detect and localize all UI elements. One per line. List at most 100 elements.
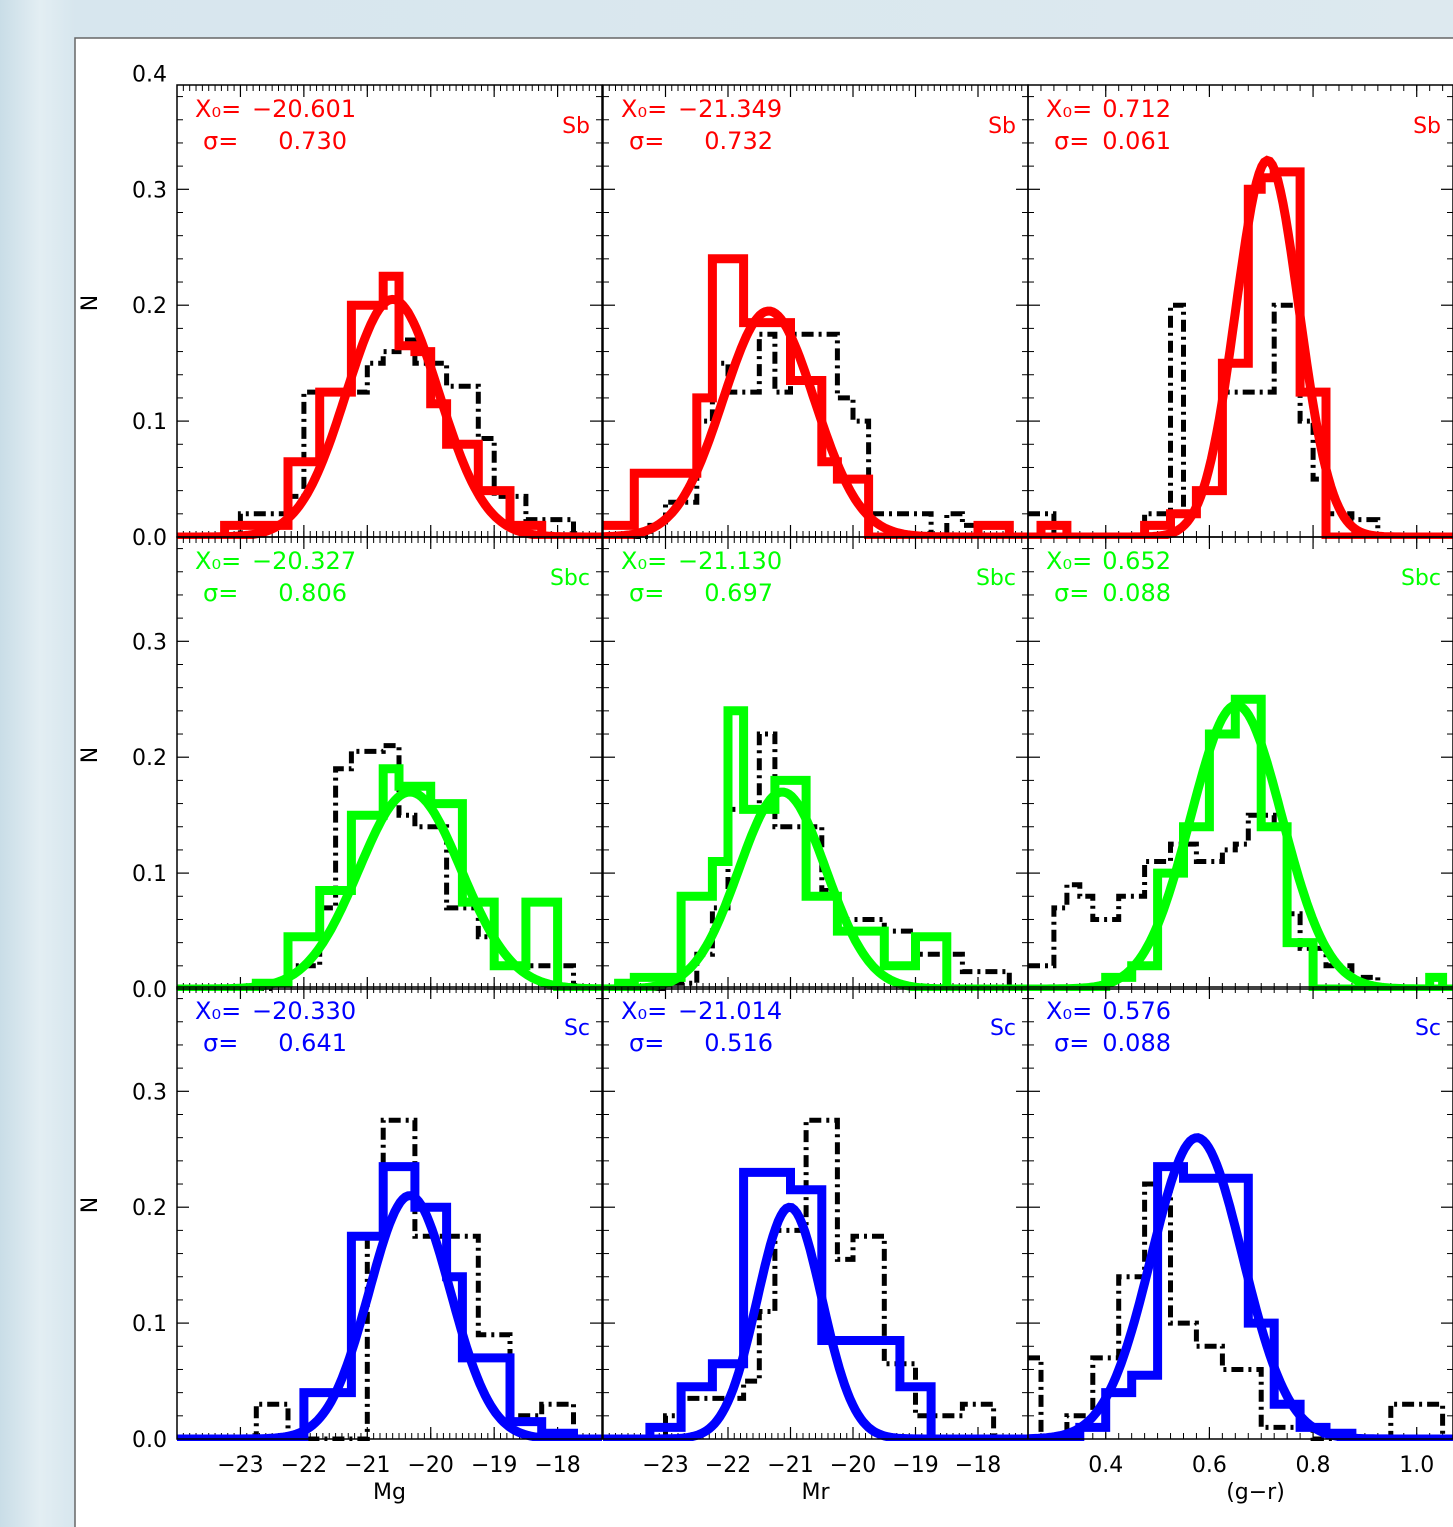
sigma-value: 0.516 — [704, 1029, 773, 1057]
x0-label: X₀= — [621, 997, 667, 1025]
panel-sbc-gr: X₀= 0.652 σ= 0.088 Sbc — [1027, 536, 1453, 991]
comparison-histogram — [1028, 812, 1453, 991]
panel-frame — [1027, 536, 1453, 990]
sigma-value: 0.806 — [278, 579, 347, 607]
sigma-label: σ= — [203, 579, 238, 607]
x0-label: X₀= — [195, 547, 241, 575]
sample-histogram — [177, 271, 590, 539]
type-label: Sb — [562, 114, 590, 139]
axis-labels: 0.0 0.1 0.2 0.3 0.4 N 0.0 0.1 0.2 0.3 N 0.0 0.1 0.2 0.… — [78, 62, 1434, 1505]
sigma-value: 0.732 — [704, 127, 773, 155]
x0-label: X₀= — [195, 95, 241, 123]
sigma-label: σ= — [1054, 579, 1089, 607]
fit-annotation: X₀= −21.349 σ= 0.732 — [621, 95, 782, 155]
sigma-value: 0.641 — [278, 1029, 347, 1057]
plot-area — [177, 271, 602, 539]
fit-annotation: X₀= 0.652 σ= 0.088 — [1046, 547, 1171, 607]
sigma-label: σ= — [629, 127, 664, 155]
comparison-histogram — [603, 331, 1025, 539]
fit-annotation: X₀= −21.014 σ= 0.516 — [621, 997, 782, 1057]
panel-sc-mg: X₀= −20.330 σ= 0.641 Sc — [176, 986, 603, 1441]
panel-frame — [176, 536, 603, 990]
fit-annotation: X₀= −21.130 σ= 0.697 — [621, 547, 782, 607]
type-label: Sb — [988, 114, 1016, 139]
x0-label: X₀= — [195, 997, 241, 1025]
type-label: Sc — [1415, 1016, 1441, 1041]
panel-frame — [1027, 986, 1453, 1440]
x-tick-label: 0.4 — [1088, 1453, 1123, 1478]
sigma-value: 0.730 — [278, 127, 347, 155]
y-tick-label: 0.2 — [132, 294, 167, 319]
x-tick-label: −21 — [767, 1453, 813, 1478]
x-tick-label: −21 — [344, 1453, 390, 1478]
y-tick-label: 0.2 — [132, 1196, 167, 1221]
y-axis-label: N — [78, 747, 103, 763]
y-axis-label: N — [78, 295, 103, 311]
panel-sb-mg: X₀= −20.601 σ= 0.730 Sb — [176, 84, 603, 539]
fit-annotation: X₀= 0.712 σ= 0.061 — [1046, 95, 1171, 155]
x0-value: −21.130 — [678, 547, 782, 575]
fit-annotation: X₀= 0.576 σ= 0.088 — [1046, 997, 1171, 1057]
sigma-value: 0.088 — [1102, 579, 1171, 607]
type-label: Sb — [1413, 114, 1441, 139]
y-tick-label: 0.0 — [132, 1428, 167, 1453]
sigma-value: 0.088 — [1102, 1029, 1171, 1057]
x-tick-label: −22 — [705, 1453, 751, 1478]
comparison-histogram — [177, 1117, 590, 1441]
gaussian-fit-curve — [177, 294, 602, 539]
comparison-histogram — [177, 337, 590, 539]
fit-annotation: X₀= −20.330 σ= 0.641 — [195, 997, 356, 1057]
x-tick-label: −20 — [830, 1453, 876, 1478]
type-label: Sbc — [550, 566, 590, 591]
sigma-value: 0.061 — [1102, 127, 1171, 155]
y-tick-label: 0.1 — [132, 410, 167, 435]
x-tick-label: −19 — [471, 1453, 517, 1478]
x-tick-label: −18 — [534, 1453, 580, 1478]
panel-sbc-mg: X₀= −20.327 σ= 0.806 Sbc — [176, 536, 603, 991]
sigma-value: 0.697 — [704, 579, 773, 607]
panel-sc-gr: X₀= 0.576 σ= 0.088 Sc — [1027, 986, 1453, 1441]
y-tick-label: 0.0 — [132, 526, 167, 551]
y-axis-label: N — [78, 1197, 103, 1213]
fit-annotation: X₀= −20.327 σ= 0.806 — [195, 547, 356, 607]
type-label: Sc — [990, 1016, 1016, 1041]
y-tick-label: 0.1 — [132, 1312, 167, 1337]
x-tick-label: −20 — [408, 1453, 454, 1478]
type-label: Sc — [564, 1016, 590, 1041]
x0-value: −20.601 — [252, 95, 356, 123]
x-tick-label: −18 — [955, 1453, 1001, 1478]
comparison-histogram — [1028, 1181, 1453, 1441]
y-tick-label: 0.3 — [132, 1080, 167, 1105]
y-tick-label: 0.1 — [132, 862, 167, 887]
sigma-label: σ= — [1054, 127, 1089, 155]
x-tick-label: −23 — [217, 1453, 263, 1478]
x-tick-label: −19 — [892, 1453, 938, 1478]
x0-label: X₀= — [1046, 997, 1092, 1025]
type-label: Sbc — [1401, 566, 1441, 591]
x-axis-label: Mg — [373, 1480, 406, 1505]
x0-value: 0.652 — [1102, 547, 1171, 575]
x0-label: X₀= — [1046, 95, 1092, 123]
x0-value: −21.014 — [678, 997, 782, 1025]
x0-label: X₀= — [621, 547, 667, 575]
y-tick-label: 0.4 — [132, 62, 167, 87]
x-tick-label: −22 — [281, 1453, 327, 1478]
sigma-label: σ= — [203, 1029, 238, 1057]
x-tick-label: −23 — [642, 1453, 688, 1478]
x0-value: 0.576 — [1102, 997, 1171, 1025]
y-tick-label: 0.2 — [132, 746, 167, 771]
x-axis-label: (g−r) — [1226, 1480, 1285, 1505]
sigma-label: σ= — [203, 127, 238, 155]
y-tick-label: 0.3 — [132, 178, 167, 203]
x0-label: X₀= — [621, 95, 667, 123]
x0-value: −20.330 — [252, 997, 356, 1025]
sigma-label: σ= — [629, 579, 664, 607]
sigma-label: σ= — [629, 1029, 664, 1057]
panel-sc-mr: X₀= −21.014 σ= 0.516 Sc — [602, 986, 1029, 1441]
x0-value: −20.327 — [252, 547, 356, 575]
x0-value: −21.349 — [678, 95, 782, 123]
sigma-label: σ= — [1054, 1029, 1089, 1057]
fit-annotation: X₀= −20.601 σ= 0.730 — [195, 95, 356, 155]
